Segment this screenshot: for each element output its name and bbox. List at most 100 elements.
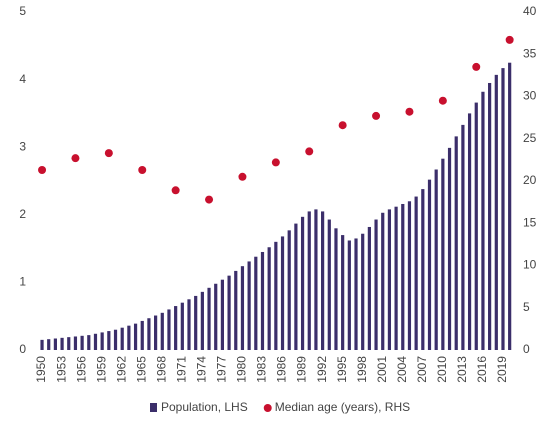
bar [207, 287, 211, 350]
x-tick-label: 1998 [355, 356, 369, 383]
bar [260, 251, 265, 350]
y2-tick-label: 30 [523, 89, 537, 103]
bar [294, 223, 298, 350]
bar [441, 158, 445, 350]
bar [87, 335, 91, 350]
y2-tick-label: 20 [523, 173, 537, 187]
bar [234, 270, 238, 350]
bar [401, 203, 405, 350]
x-tick-label: 1968 [154, 356, 168, 383]
x-tick-label: 2007 [415, 356, 429, 383]
bar [154, 315, 158, 350]
bar [414, 196, 418, 350]
bar [274, 241, 278, 350]
bar [481, 91, 485, 350]
bar [53, 338, 58, 350]
dot [38, 166, 47, 175]
bar [227, 275, 231, 350]
bar [100, 332, 104, 350]
y2-tick-label: 40 [523, 4, 537, 18]
x-tick-label: 1974 [195, 356, 209, 383]
bar [267, 247, 271, 350]
dot [438, 96, 447, 105]
x-tick-label: 2019 [495, 356, 509, 383]
bar [361, 233, 365, 350]
bar [80, 335, 84, 350]
bar [508, 62, 512, 350]
bar [40, 339, 44, 350]
bar [314, 209, 318, 350]
x-tick-label: 1977 [215, 356, 229, 383]
bar [187, 299, 191, 350]
y2-tick-label: 15 [523, 215, 537, 229]
bar [220, 279, 225, 350]
y2-tick-label: 0 [523, 342, 530, 356]
bar [374, 219, 378, 350]
y-tick-label: 4 [19, 72, 26, 86]
x-tick-label: 1971 [174, 356, 188, 383]
dot [338, 121, 347, 130]
bar [240, 266, 245, 350]
dot [305, 147, 314, 156]
bar [321, 211, 325, 350]
dot [238, 172, 247, 181]
y2-tick-label: 35 [523, 46, 537, 60]
x-tick-label: 1956 [74, 356, 88, 383]
x-tick-label: 1950 [34, 356, 48, 383]
dot [104, 149, 113, 158]
bar [147, 318, 151, 350]
bar [354, 238, 358, 350]
legend-swatch [150, 403, 157, 412]
x-tick-label: 2010 [435, 356, 449, 383]
dot [138, 166, 147, 175]
x-tick-label: 1989 [295, 356, 309, 383]
bar [287, 230, 291, 350]
x-tick-label: 2016 [475, 356, 489, 383]
bar [280, 236, 285, 350]
bar [407, 201, 412, 350]
y-tick-label: 2 [19, 207, 26, 221]
y-tick-label: 1 [19, 275, 26, 289]
y2-tick-label: 5 [523, 300, 530, 314]
dot [271, 158, 280, 167]
bar [67, 337, 71, 350]
bar [113, 329, 118, 350]
x-tick-label: 1953 [54, 356, 68, 383]
bar [347, 240, 351, 350]
bar [214, 283, 218, 350]
bar [254, 256, 258, 350]
x-tick-label: 1986 [275, 356, 289, 383]
dot [205, 195, 214, 204]
bar [367, 226, 371, 350]
dot [405, 107, 414, 116]
x-tick-label: 1992 [315, 356, 329, 383]
bar [494, 74, 498, 351]
legend-label: Median age (years), RHS [275, 400, 410, 414]
x-tick-label: 1983 [255, 356, 269, 383]
y2-tick-label: 10 [523, 258, 537, 272]
bar [307, 211, 311, 350]
bar [454, 136, 458, 350]
bar [247, 261, 251, 350]
bar [194, 295, 198, 350]
x-tick-label: 1995 [335, 356, 349, 383]
y2-tick-label: 25 [523, 131, 537, 145]
dot [505, 35, 514, 44]
bar [427, 179, 432, 350]
dot [171, 186, 180, 195]
bar [133, 323, 138, 350]
bar [120, 327, 124, 350]
bar [200, 291, 204, 350]
bar [73, 336, 78, 350]
bar [167, 309, 171, 350]
bar [327, 219, 331, 350]
bar [47, 339, 51, 350]
bar [334, 228, 338, 350]
bar [60, 337, 64, 350]
legend-swatch [263, 404, 272, 412]
y-tick-label: 5 [19, 4, 26, 18]
bar [93, 333, 98, 350]
dot [472, 62, 481, 71]
bar [447, 147, 452, 350]
